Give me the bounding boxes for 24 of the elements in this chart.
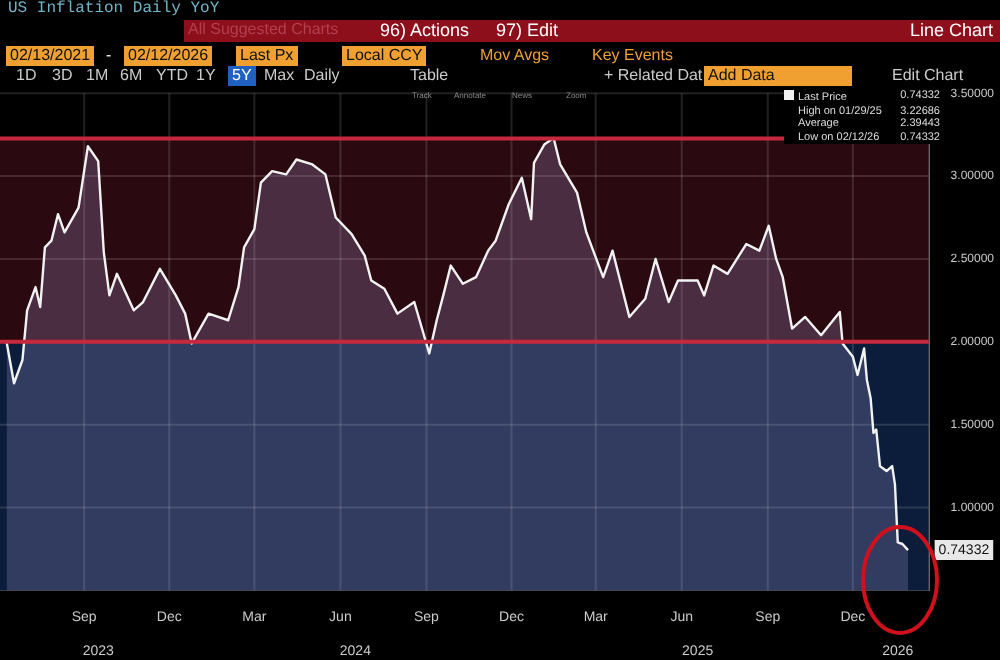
text: - bbox=[106, 46, 112, 66]
text: 1D bbox=[16, 66, 37, 86]
text: Add Data bbox=[704, 66, 852, 86]
text: 1Y bbox=[196, 66, 216, 86]
text: 02/12/2026 bbox=[124, 46, 213, 66]
text: 96) Actions bbox=[380, 20, 470, 40]
text: Line Chart bbox=[910, 20, 994, 40]
text: 5Y bbox=[228, 66, 256, 86]
text: 97) Edit bbox=[496, 20, 559, 40]
text: 1M bbox=[86, 66, 109, 86]
text: Key Events bbox=[592, 46, 673, 66]
text: Last Px bbox=[236, 46, 298, 66]
text: YTD bbox=[156, 66, 188, 86]
text: + Related Dat bbox=[604, 66, 703, 86]
text: Edit Chart bbox=[892, 66, 964, 86]
text: Table bbox=[410, 66, 449, 86]
text: Local CCY bbox=[342, 46, 427, 66]
text: 6M bbox=[120, 66, 143, 86]
text: Mov Avgs bbox=[480, 46, 550, 66]
text: 3D bbox=[52, 66, 73, 86]
text: Max bbox=[264, 66, 295, 86]
chart-title: US Inflation Daily YoY bbox=[8, 0, 220, 18]
text: Daily bbox=[304, 66, 340, 86]
text: 02/13/2021 bbox=[6, 46, 95, 66]
